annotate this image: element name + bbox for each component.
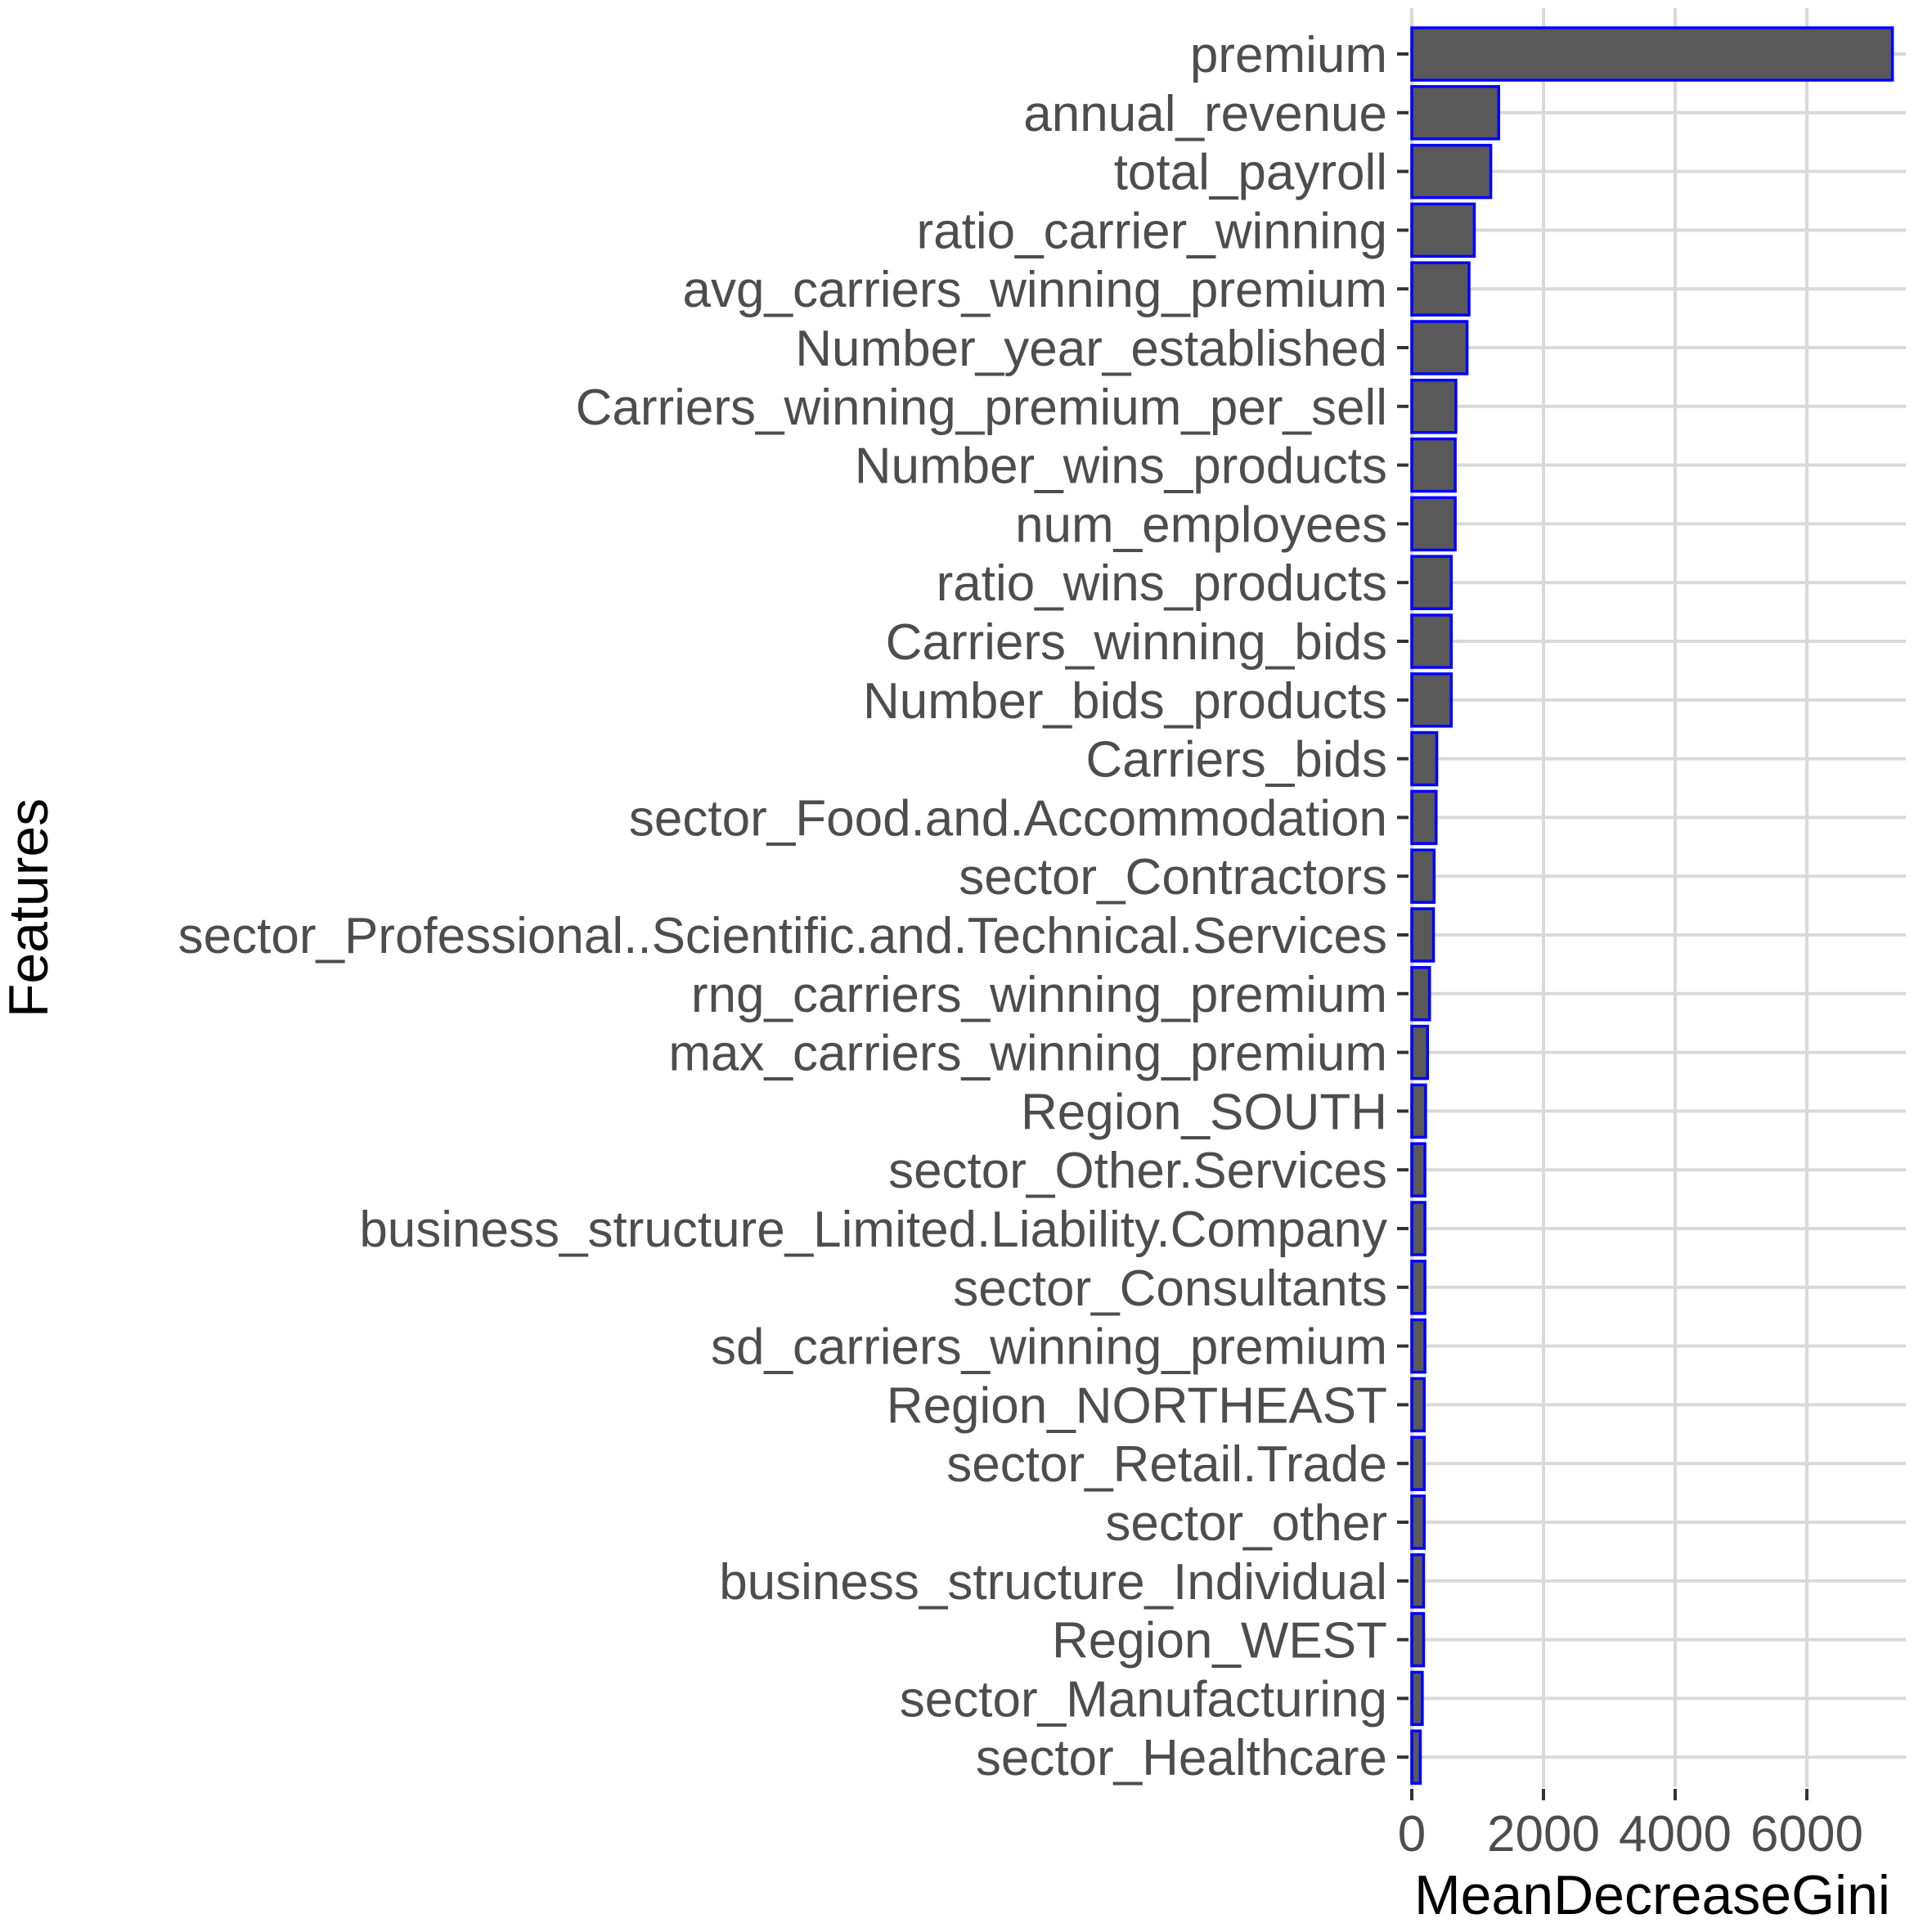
y-tick-label: sd_carriers_winning_premium — [711, 1319, 1387, 1376]
bar — [1410, 202, 1476, 258]
y-tick-label: sector_Other.Services — [888, 1143, 1387, 1199]
y-tick-label: sector_Food.and.Accommodation — [629, 790, 1387, 847]
x-axis-ticks: 0 2000 4000 6000 — [1398, 1789, 1863, 1862]
y-tick-label: sector_Retail.Trade — [946, 1436, 1387, 1493]
y-tick-label: num_employees — [1015, 496, 1387, 553]
y-tick-label: sector_Contractors — [959, 849, 1387, 905]
x-tick-label: 4000 — [1619, 1806, 1732, 1862]
y-tick-label: Carriers_winning_bids — [886, 614, 1387, 671]
y-tick-label: total_payroll — [1114, 145, 1387, 201]
x-tick-label: 2000 — [1487, 1806, 1600, 1862]
bar — [1410, 1318, 1427, 1374]
y-tick-label: sector_Professional..Scientific.and.Tech… — [178, 908, 1387, 964]
y-tick-label: avg_carriers_winning_premium — [683, 262, 1388, 318]
x-tick-label: 0 — [1398, 1806, 1426, 1862]
bar — [1410, 1201, 1427, 1256]
bar — [1410, 143, 1493, 200]
y-tick-label: ratio_wins_products — [937, 555, 1387, 612]
bar — [1410, 1260, 1427, 1315]
bar — [1410, 966, 1431, 1022]
bar — [1410, 1729, 1422, 1785]
bar — [1410, 1670, 1424, 1727]
y-tick-label: max_carriers_winning_premium — [668, 1026, 1387, 1082]
bar — [1410, 1083, 1427, 1139]
bar-layer — [1410, 26, 1894, 1785]
bar — [1410, 1142, 1427, 1197]
y-tick-label: business_structure_Limited.Liability.Com… — [359, 1202, 1387, 1258]
bar — [1410, 672, 1453, 728]
y-tick-label: Carriers_winning_premium_per_sell — [576, 380, 1387, 436]
y-tick-label: business_structure_Individual — [719, 1554, 1387, 1611]
y-tick-label: ratio_carrier_winning — [917, 203, 1388, 259]
bar — [1410, 730, 1439, 787]
y-tick-label: sector_Manufacturing — [900, 1671, 1387, 1728]
y-tick-label: annual_revenue — [1023, 86, 1387, 142]
bar — [1410, 26, 1894, 82]
y-tick-label: Region_WEST — [1052, 1613, 1387, 1669]
bar — [1410, 907, 1436, 963]
y-tick-label: sector_Healthcare — [976, 1730, 1387, 1786]
bar — [1410, 437, 1457, 493]
bar — [1410, 1494, 1427, 1550]
x-tick-label: 6000 — [1750, 1806, 1863, 1862]
bar — [1410, 379, 1458, 434]
bar — [1410, 85, 1501, 141]
bar — [1410, 1377, 1427, 1433]
grid-layer — [1410, 8, 1906, 1787]
bar — [1410, 1436, 1427, 1491]
bar — [1410, 613, 1453, 669]
bar — [1410, 1553, 1426, 1609]
bar — [1410, 261, 1471, 317]
y-tick-label: rng_carriers_winning_premium — [691, 967, 1387, 1023]
y-tick-label: Number_bids_products — [863, 673, 1387, 730]
bar — [1410, 555, 1453, 610]
y-tick-label: Number_year_established — [795, 321, 1387, 377]
y-tick-label: sector_other — [1105, 1495, 1387, 1552]
y-tick-label: Carriers_bids — [1085, 732, 1387, 789]
bar — [1410, 1611, 1426, 1668]
x-axis-title: MeanDecreaseGini — [1414, 1864, 1890, 1926]
bar — [1410, 1024, 1430, 1081]
y-tick-label: sector_Consultants — [953, 1260, 1387, 1317]
bar — [1410, 848, 1436, 904]
y-axis-title: Features — [0, 798, 60, 1018]
bar — [1410, 320, 1469, 375]
y-tick-label: premium — [1190, 27, 1387, 83]
bar — [1410, 496, 1457, 552]
y-tick-label: Number_wins_products — [855, 438, 1387, 495]
y-axis-ticks: premiumannual_revenuetotal_payrollratio_… — [178, 27, 1409, 1786]
y-tick-label: Region_SOUTH — [1021, 1084, 1387, 1140]
bar — [1410, 789, 1438, 846]
y-tick-label: Region_NORTHEAST — [887, 1377, 1387, 1434]
